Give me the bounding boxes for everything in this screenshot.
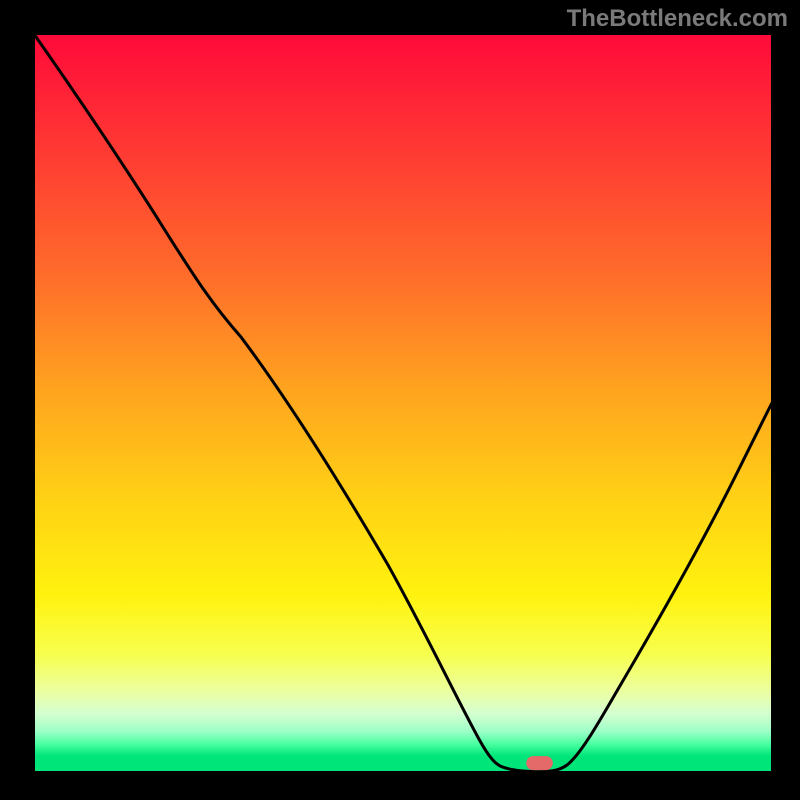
watermark-text: TheBottleneck.com (567, 5, 788, 33)
chart-frame: TheBottleneck.com (0, 0, 800, 800)
plot-area (34, 34, 772, 772)
chart-svg (34, 34, 772, 772)
optimal-point-marker (526, 756, 553, 770)
gradient-background (34, 34, 772, 772)
